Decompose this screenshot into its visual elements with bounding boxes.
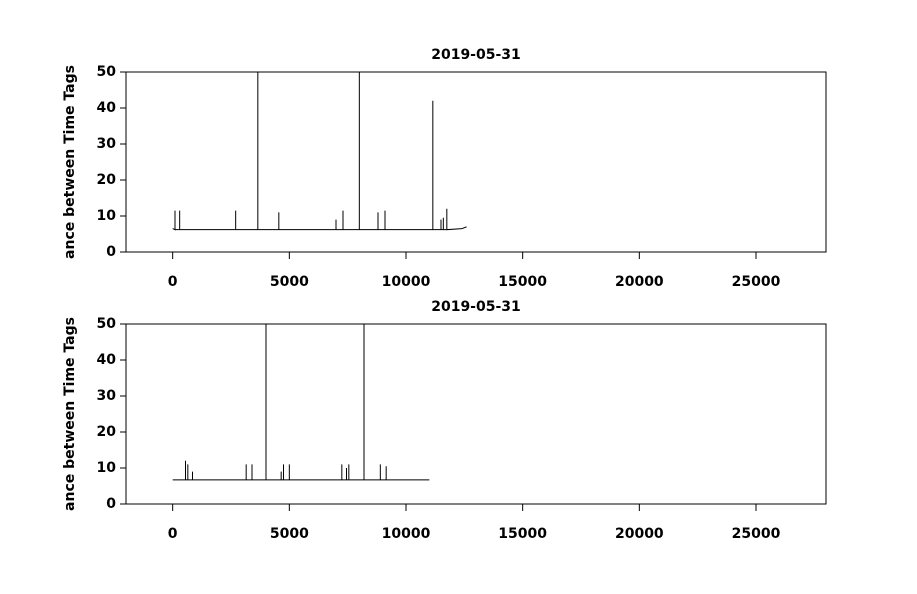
x-tick-label: 15000 bbox=[498, 526, 547, 542]
x-tick-label: 10000 bbox=[382, 526, 431, 542]
data-line bbox=[172, 72, 467, 231]
x-tick-label: 0 bbox=[168, 526, 178, 542]
y-tick-label: 20 bbox=[97, 172, 117, 188]
y-tick-label: 30 bbox=[97, 388, 117, 404]
x-tick-label: 15000 bbox=[498, 274, 547, 290]
y-tick-label: 20 bbox=[97, 424, 117, 440]
x-tick-label: 5000 bbox=[270, 274, 309, 290]
x-tick-label: 25000 bbox=[732, 274, 781, 290]
x-tick-label: 20000 bbox=[615, 274, 664, 290]
plot-frame bbox=[125, 323, 827, 505]
y-tick-label: 40 bbox=[97, 352, 117, 368]
x-tick-label: 10000 bbox=[382, 274, 431, 290]
y-axis-label: ance between Time Tags bbox=[62, 317, 78, 511]
x-tick-label: 25000 bbox=[732, 526, 781, 542]
x-tick-label: 20000 bbox=[615, 526, 664, 542]
chart-title: 2019-05-31 bbox=[431, 299, 521, 315]
data-line bbox=[172, 324, 430, 481]
y-tick-label: 50 bbox=[97, 64, 117, 80]
y-axis-label: ance between Time Tags bbox=[62, 65, 78, 259]
y-tick-label: 10 bbox=[97, 208, 117, 224]
plot-frame bbox=[125, 71, 827, 253]
chart-title: 2019-05-31 bbox=[431, 47, 521, 63]
y-tick-label: 30 bbox=[97, 136, 117, 152]
y-tick-label: 10 bbox=[97, 460, 117, 476]
y-tick-label: 0 bbox=[106, 244, 116, 260]
y-tick-label: 0 bbox=[106, 496, 116, 512]
x-tick-label: 0 bbox=[168, 274, 178, 290]
y-tick-label: 50 bbox=[97, 316, 117, 332]
x-tick-label: 5000 bbox=[270, 526, 309, 542]
y-tick-label: 40 bbox=[97, 100, 117, 116]
